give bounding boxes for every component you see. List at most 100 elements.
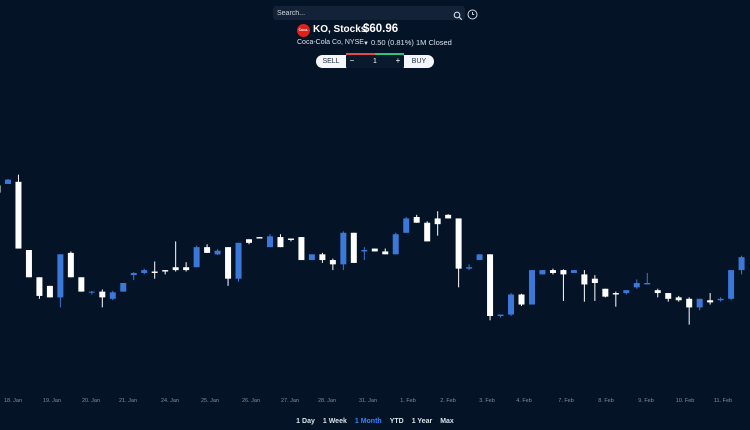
period-button-max[interactable]: Max	[440, 418, 454, 425]
candle-body[interactable]	[591, 278, 598, 284]
period-button-1-week[interactable]: 1 Week	[322, 418, 347, 425]
candle-body[interactable]	[738, 257, 745, 271]
candle-body[interactable]	[518, 294, 525, 305]
increase-quantity-button[interactable]: +	[395, 56, 401, 65]
quantity-input[interactable]	[360, 55, 390, 68]
price-change: ▼ 0.50 (0.81%) 1M Closed	[363, 38, 452, 47]
candle-body[interactable]	[57, 254, 64, 298]
x-tick-label: 3. Feb	[479, 398, 495, 404]
candle-body[interactable]	[172, 267, 179, 271]
stock-price: $60.96	[363, 23, 399, 35]
buy-accent	[375, 53, 404, 55]
ticker-title: KO, Stocks	[313, 24, 367, 35]
candle-body[interactable]	[476, 254, 483, 261]
search-input[interactable]	[277, 7, 437, 19]
candle-body[interactable]	[141, 270, 148, 273]
period-button-1-day[interactable]: 1 Day	[296, 418, 315, 425]
company-name: Coca-Cola Co, NYSE	[297, 39, 364, 46]
candle-body[interactable]	[361, 250, 368, 252]
candle-body[interactable]	[4, 179, 11, 184]
period-button-ytd[interactable]: YTD	[389, 418, 404, 425]
candle-body[interactable]	[193, 247, 200, 268]
candle-body[interactable]	[15, 181, 22, 249]
candle-body[interactable]	[162, 270, 169, 272]
candle-body[interactable]	[25, 250, 32, 278]
candle-body[interactable]	[308, 254, 315, 261]
candle-body[interactable]	[549, 270, 556, 273]
x-tick-label: 21. Jan	[119, 398, 137, 404]
candle-body[interactable]	[686, 298, 693, 308]
candle-body[interactable]	[319, 254, 326, 261]
candle-body[interactable]	[654, 290, 661, 294]
candle-body[interactable]	[560, 270, 567, 275]
candle-body[interactable]	[434, 218, 441, 225]
candle-body[interactable]	[350, 232, 357, 263]
candle-body[interactable]	[612, 293, 619, 295]
candle-body[interactable]	[696, 298, 703, 308]
sell-accent	[346, 53, 375, 55]
candle-body[interactable]	[424, 222, 431, 242]
candle-body[interactable]	[204, 247, 211, 253]
candle-body[interactable]	[256, 237, 263, 239]
x-tick-label: 11. Feb	[714, 398, 732, 404]
candle-body[interactable]	[277, 237, 284, 248]
candle-body[interactable]	[340, 232, 347, 265]
buy-button[interactable]: BUY	[411, 58, 427, 65]
candle-body[interactable]	[528, 270, 535, 305]
candle-body[interactable]	[644, 283, 651, 285]
candle-body[interactable]	[392, 234, 399, 255]
candle-body[interactable]	[466, 267, 473, 269]
period-button-1-month[interactable]: 1 Month	[354, 418, 382, 425]
candle-body[interactable]	[298, 237, 305, 261]
candle-body[interactable]	[455, 218, 462, 269]
candle-body[interactable]	[717, 298, 724, 301]
candle-body[interactable]	[665, 293, 672, 299]
sell-button[interactable]: SELL	[322, 58, 340, 65]
x-tick-label: 2. Feb	[440, 398, 456, 404]
x-tick-label: 28. Jan	[318, 398, 336, 404]
candle-body[interactable]	[67, 252, 74, 278]
candle-body[interactable]	[0, 185, 1, 193]
candle-body[interactable]	[99, 291, 106, 298]
x-tick-label: 25. Jan	[201, 398, 219, 404]
candle-body[interactable]	[602, 288, 609, 297]
candle-body[interactable]	[235, 242, 242, 279]
candle-body[interactable]	[78, 277, 85, 292]
x-tick-label: 1. Feb	[400, 398, 416, 404]
candle-body[interactable]	[508, 294, 515, 315]
candle-body[interactable]	[266, 236, 273, 248]
candlestick-chart[interactable]: 18. Jan 19. Jan 20. Jan 21. Jan 24. Jan 25. J…	[0, 0, 750, 410]
candle-body[interactable]	[46, 285, 53, 298]
candle-body[interactable]	[246, 239, 253, 243]
candle-body[interactable]	[570, 270, 577, 273]
candle-body[interactable]	[151, 271, 158, 273]
candle-body[interactable]	[371, 248, 378, 252]
search-icon[interactable]	[453, 8, 463, 21]
decrease-quantity-button[interactable]: −	[349, 56, 355, 65]
candle-body[interactable]	[88, 291, 95, 293]
candle-body[interactable]	[707, 300, 714, 303]
period-button-1-year[interactable]: 1 Year	[411, 418, 433, 425]
candle-body[interactable]	[214, 250, 221, 255]
candle-body[interactable]	[581, 274, 588, 285]
candle-body[interactable]	[225, 247, 232, 279]
candle-body[interactable]	[109, 292, 116, 299]
candle-body[interactable]	[183, 267, 190, 271]
candle-body[interactable]	[120, 283, 127, 292]
candle-body[interactable]	[539, 270, 546, 275]
candle-body[interactable]	[287, 238, 294, 240]
candle-body[interactable]	[633, 283, 640, 288]
candle-body[interactable]	[623, 290, 630, 294]
candle-body[interactable]	[675, 297, 682, 301]
candle-body[interactable]	[329, 260, 336, 265]
candle-body[interactable]	[445, 214, 452, 219]
candle-body[interactable]	[413, 216, 420, 223]
candle-body[interactable]	[728, 270, 735, 299]
candle-body[interactable]	[497, 314, 504, 317]
candle-body[interactable]	[36, 277, 43, 296]
candle-body[interactable]	[130, 272, 137, 276]
candle-body[interactable]	[382, 251, 389, 255]
candle-body[interactable]	[487, 254, 494, 317]
clock-icon[interactable]	[467, 7, 478, 20]
candle-body[interactable]	[403, 218, 410, 233]
